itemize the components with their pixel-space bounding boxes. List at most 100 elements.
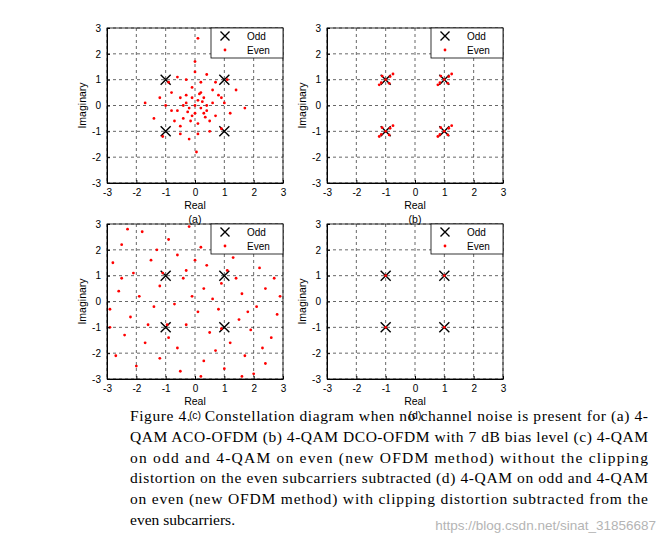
point	[214, 114, 217, 117]
series-0	[161, 271, 230, 333]
y-tick-label: -1	[312, 126, 321, 137]
x-tick: 2	[471, 376, 477, 394]
x-tick: 3	[281, 376, 287, 394]
x-tick-mark	[503, 180, 504, 183]
point	[243, 354, 246, 357]
point	[380, 81, 383, 84]
y-tick: 2	[95, 49, 110, 60]
point	[195, 151, 198, 154]
grid-line-y	[327, 79, 503, 80]
point	[141, 230, 144, 233]
x-tick-mark	[474, 376, 475, 379]
y-axis: -3-2-10123	[312, 23, 330, 189]
x-tick-label: -2	[132, 187, 141, 198]
legend-marker	[221, 228, 230, 237]
point	[232, 256, 235, 259]
grid	[327, 224, 503, 379]
x-axis-title: Real	[184, 199, 206, 211]
point	[158, 357, 161, 360]
x-tick: -2	[352, 376, 361, 394]
x-tick-label: 3	[281, 187, 287, 198]
x-tick-mark	[136, 180, 137, 183]
y-tick: 2	[315, 49, 330, 60]
caption-line: on even (new OFDM method) with clipping …	[130, 490, 648, 508]
point	[144, 341, 147, 344]
y-tick-mark	[327, 224, 330, 225]
y-tick-label: -2	[312, 348, 321, 359]
y-tick-label: 1	[95, 270, 101, 281]
point	[170, 109, 173, 112]
x-tick-mark	[254, 180, 255, 183]
grid-line-x	[136, 28, 137, 183]
panel: -3-2-10123-3-2-10123Real(c)ImaginaryOddE…	[76, 219, 287, 421]
x-tick-label: 3	[281, 383, 287, 394]
panel: -3-2-10123-3-2-10123Real(d)ImaginaryOddE…	[296, 219, 507, 421]
point	[191, 114, 194, 117]
x-tick-label: 3	[501, 187, 507, 198]
y-axis-title: Imaginary	[76, 278, 88, 325]
y-tick-mark	[327, 183, 330, 184]
point	[182, 117, 185, 120]
point	[197, 133, 200, 136]
point	[214, 349, 217, 352]
x-tick-label: 2	[471, 187, 477, 198]
y-tick-label: -1	[92, 126, 101, 137]
point	[439, 133, 442, 136]
point	[202, 287, 205, 290]
point	[188, 138, 191, 141]
x-tick-label: -2	[352, 187, 361, 198]
point	[114, 354, 117, 357]
point	[185, 102, 188, 105]
panel: -3-2-10123-3-2-10123Real(b)ImaginaryOddE…	[296, 23, 507, 225]
y-tick-label: 1	[315, 270, 321, 281]
y-tick: 3	[95, 219, 110, 230]
point	[158, 96, 161, 99]
point	[388, 134, 391, 137]
point	[147, 323, 150, 326]
point	[173, 303, 176, 306]
x-tick-label: 0	[193, 383, 199, 394]
x-marker	[161, 271, 171, 281]
x-tick-mark	[415, 180, 416, 183]
x-tick-label: -2	[132, 383, 141, 394]
point	[202, 96, 205, 99]
point	[436, 83, 439, 86]
y-tick: -1	[92, 126, 110, 137]
x-tick-label: -1	[382, 383, 391, 394]
x-axis: -3-2-10123	[323, 376, 507, 394]
point	[153, 117, 156, 120]
x-marker	[161, 322, 171, 332]
legend-box	[211, 28, 283, 58]
x-tick: 1	[442, 180, 448, 198]
legend-label: Even	[247, 45, 270, 56]
panel-title: (a)	[189, 213, 202, 225]
grid-line-x	[165, 28, 166, 183]
series-0	[161, 75, 230, 137]
point	[135, 365, 138, 368]
legend: OddEven	[431, 224, 503, 254]
point	[182, 104, 185, 107]
point	[185, 94, 188, 97]
x-tick-mark	[283, 376, 284, 379]
legend-marker	[224, 49, 227, 52]
point	[194, 112, 197, 115]
point	[217, 94, 220, 97]
grid-line-y	[327, 275, 503, 276]
point	[179, 96, 182, 99]
point	[388, 82, 391, 85]
point	[176, 254, 179, 257]
point	[241, 375, 244, 378]
x-tick-label: 0	[413, 187, 419, 198]
point	[443, 130, 446, 133]
y-tick-label: -1	[92, 322, 101, 333]
point	[443, 78, 446, 81]
y-tick: -2	[312, 152, 330, 163]
point	[220, 127, 223, 130]
legend-box	[431, 28, 503, 58]
x-tick-mark	[386, 180, 387, 183]
point	[380, 133, 383, 136]
x-tick: -1	[162, 376, 171, 394]
grid-line-x	[195, 224, 196, 379]
point	[211, 89, 214, 92]
point	[450, 124, 453, 127]
